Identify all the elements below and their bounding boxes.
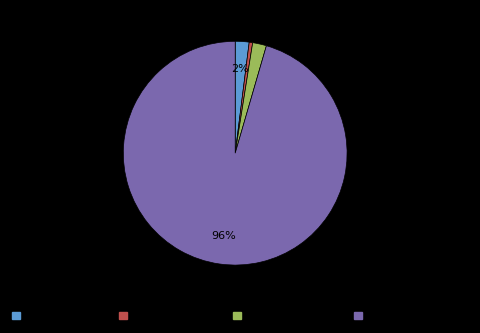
Wedge shape	[235, 41, 249, 153]
Legend: Wages & Salaries, Employee Benefits, Operating Expenses, Grants & Subsidies: Wages & Salaries, Employee Benefits, Ope…	[8, 307, 462, 325]
Text: 96%: 96%	[211, 231, 236, 241]
Wedge shape	[123, 41, 347, 265]
Wedge shape	[235, 43, 266, 153]
Wedge shape	[235, 42, 252, 153]
Text: 2%: 2%	[231, 64, 249, 75]
